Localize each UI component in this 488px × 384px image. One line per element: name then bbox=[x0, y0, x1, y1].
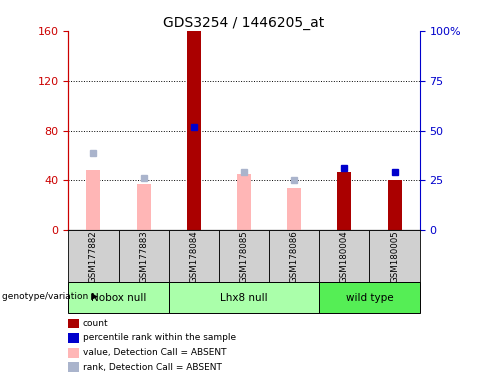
Text: GSM180004: GSM180004 bbox=[340, 230, 349, 283]
Bar bbox=[269, 230, 319, 282]
Bar bbox=[219, 230, 269, 282]
Text: Nobox null: Nobox null bbox=[91, 293, 146, 303]
Bar bbox=[68, 230, 119, 282]
Bar bbox=[237, 174, 251, 230]
Bar bbox=[319, 282, 420, 313]
Text: Lhx8 null: Lhx8 null bbox=[220, 293, 268, 303]
Text: count: count bbox=[83, 319, 109, 328]
Text: rank, Detection Call = ABSENT: rank, Detection Call = ABSENT bbox=[83, 362, 222, 372]
Title: GDS3254 / 1446205_at: GDS3254 / 1446205_at bbox=[163, 16, 325, 30]
Text: GSM177882: GSM177882 bbox=[89, 230, 98, 283]
Text: GSM178086: GSM178086 bbox=[290, 230, 299, 283]
Bar bbox=[169, 230, 219, 282]
Bar bbox=[287, 188, 301, 230]
Bar bbox=[387, 180, 402, 230]
Bar bbox=[68, 282, 169, 313]
Text: GSM177883: GSM177883 bbox=[139, 230, 148, 283]
Text: GSM178084: GSM178084 bbox=[189, 230, 198, 283]
Text: percentile rank within the sample: percentile rank within the sample bbox=[83, 333, 236, 343]
Bar bbox=[119, 230, 169, 282]
Text: genotype/variation ▶: genotype/variation ▶ bbox=[2, 292, 99, 301]
Bar bbox=[337, 172, 351, 230]
Bar bbox=[319, 230, 369, 282]
Bar bbox=[169, 282, 319, 313]
Text: value, Detection Call = ABSENT: value, Detection Call = ABSENT bbox=[83, 348, 226, 357]
Text: GSM178085: GSM178085 bbox=[240, 230, 248, 283]
Bar bbox=[86, 170, 101, 230]
Text: GSM180005: GSM180005 bbox=[390, 230, 399, 283]
Bar bbox=[369, 230, 420, 282]
Bar bbox=[187, 31, 201, 230]
Bar bbox=[137, 184, 151, 230]
Text: wild type: wild type bbox=[346, 293, 393, 303]
